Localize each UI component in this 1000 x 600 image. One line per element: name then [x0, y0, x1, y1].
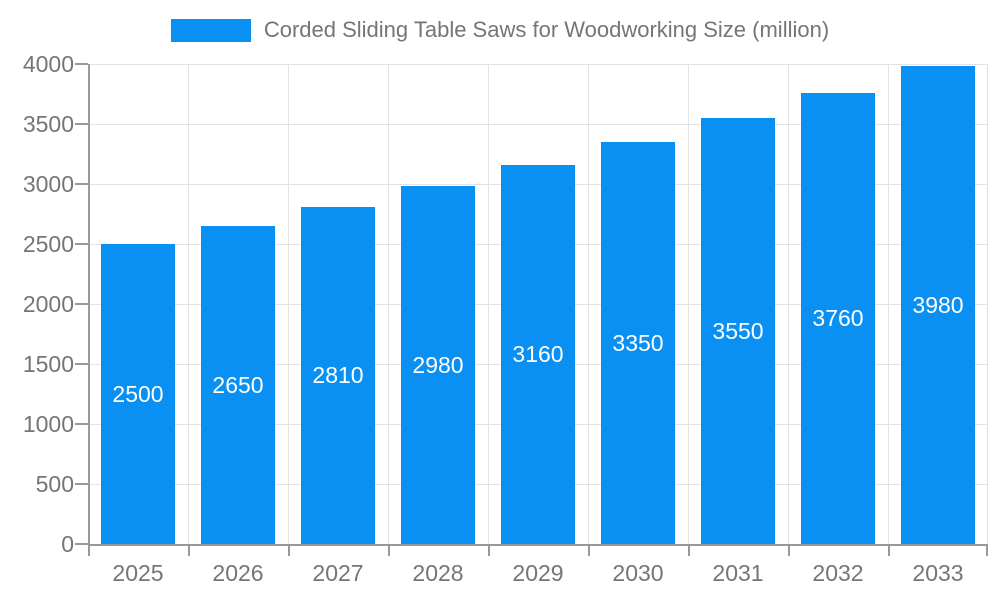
v-gridline: [188, 64, 189, 544]
y-tick-mark: [75, 303, 88, 305]
bar-value-label: 2980: [412, 351, 464, 378]
x-tick-mark: [388, 544, 390, 556]
legend-label[interactable]: Corded Sliding Table Saws for Woodworkin…: [263, 17, 830, 42]
y-tick-mark: [75, 483, 88, 485]
x-tick-mark: [488, 544, 490, 556]
y-tick-label: 2500: [22, 231, 74, 257]
y-tick-mark: [75, 183, 88, 185]
bar-2033: 3980: [901, 66, 975, 544]
y-tick-mark: [75, 123, 88, 125]
v-gridline: [987, 64, 988, 544]
bar-value-label: 3980: [912, 291, 964, 318]
x-tick-label: 2028: [412, 560, 464, 586]
y-tick-mark: [75, 243, 88, 245]
y-tick-label: 3500: [22, 111, 74, 137]
y-tick-label: 500: [35, 471, 74, 497]
x-tick-label: 2027: [312, 560, 364, 586]
bar-2029: 3160: [501, 164, 575, 544]
v-gridline: [888, 64, 889, 544]
bar-2026: 2650: [201, 226, 275, 544]
y-tick-label: 3000: [22, 171, 74, 197]
v-gridline: [388, 64, 389, 544]
x-tick-mark: [986, 544, 988, 556]
y-tick-label: 1500: [22, 351, 74, 377]
bar-2030: 3350: [601, 142, 675, 544]
y-tick-mark: [75, 63, 88, 65]
bar-value-label: 3350: [612, 329, 664, 356]
bar-2028: 2980: [401, 186, 475, 544]
v-gridline: [788, 64, 789, 544]
h-gridline: [88, 123, 988, 125]
v-gridline: [688, 64, 689, 544]
y-tick-label: 0: [61, 531, 74, 557]
x-tick-label: 2031: [712, 560, 764, 586]
x-tick-label: 2030: [612, 560, 664, 586]
h-gridline: [88, 63, 988, 65]
bar-value-label: 2650: [212, 371, 264, 398]
y-tick-label: 1000: [22, 411, 74, 437]
bar-2032: 3760: [801, 92, 875, 544]
v-gridline: [488, 64, 489, 544]
bar-2025: 2500: [101, 244, 175, 544]
x-tick-label: 2033: [912, 560, 964, 586]
y-tick-label: 2000: [22, 291, 74, 317]
x-tick-label: 2032: [812, 560, 864, 586]
x-tick-mark: [188, 544, 190, 556]
x-tick-mark: [788, 544, 790, 556]
y-tick-mark: [75, 543, 88, 545]
v-gridline: [288, 64, 289, 544]
x-tick-mark: [888, 544, 890, 556]
x-tick-mark: [688, 544, 690, 556]
x-tick-label: 2029: [512, 560, 564, 586]
y-tick-mark: [75, 423, 88, 425]
y-tick-label: 4000: [22, 51, 74, 77]
legend-swatch[interactable]: [170, 18, 251, 42]
x-tick-label: 2025: [112, 560, 164, 586]
bar-2027: 2810: [301, 206, 375, 544]
bar-value-label: 3160: [512, 340, 564, 367]
x-tick-label: 2026: [212, 560, 264, 586]
x-axis-line: [88, 544, 988, 546]
y-axis-line: [88, 64, 90, 544]
x-tick-mark: [588, 544, 590, 556]
x-tick-mark: [288, 544, 290, 556]
v-gridline: [588, 64, 589, 544]
chart-legend[interactable]: Corded Sliding Table Saws for Woodworkin…: [0, 17, 1000, 43]
bar-value-label: 2500: [112, 380, 164, 407]
x-tick-mark: [88, 544, 90, 556]
y-tick-mark: [75, 363, 88, 365]
bar-value-label: 2810: [312, 361, 364, 388]
bar-value-label: 3550: [712, 317, 764, 344]
plot-area: 2500 2650 2810 2980 3160 3350 3550 3760 3980: [88, 63, 988, 546]
bar-value-label: 3760: [812, 304, 864, 331]
bar-2031: 3550: [701, 118, 775, 544]
